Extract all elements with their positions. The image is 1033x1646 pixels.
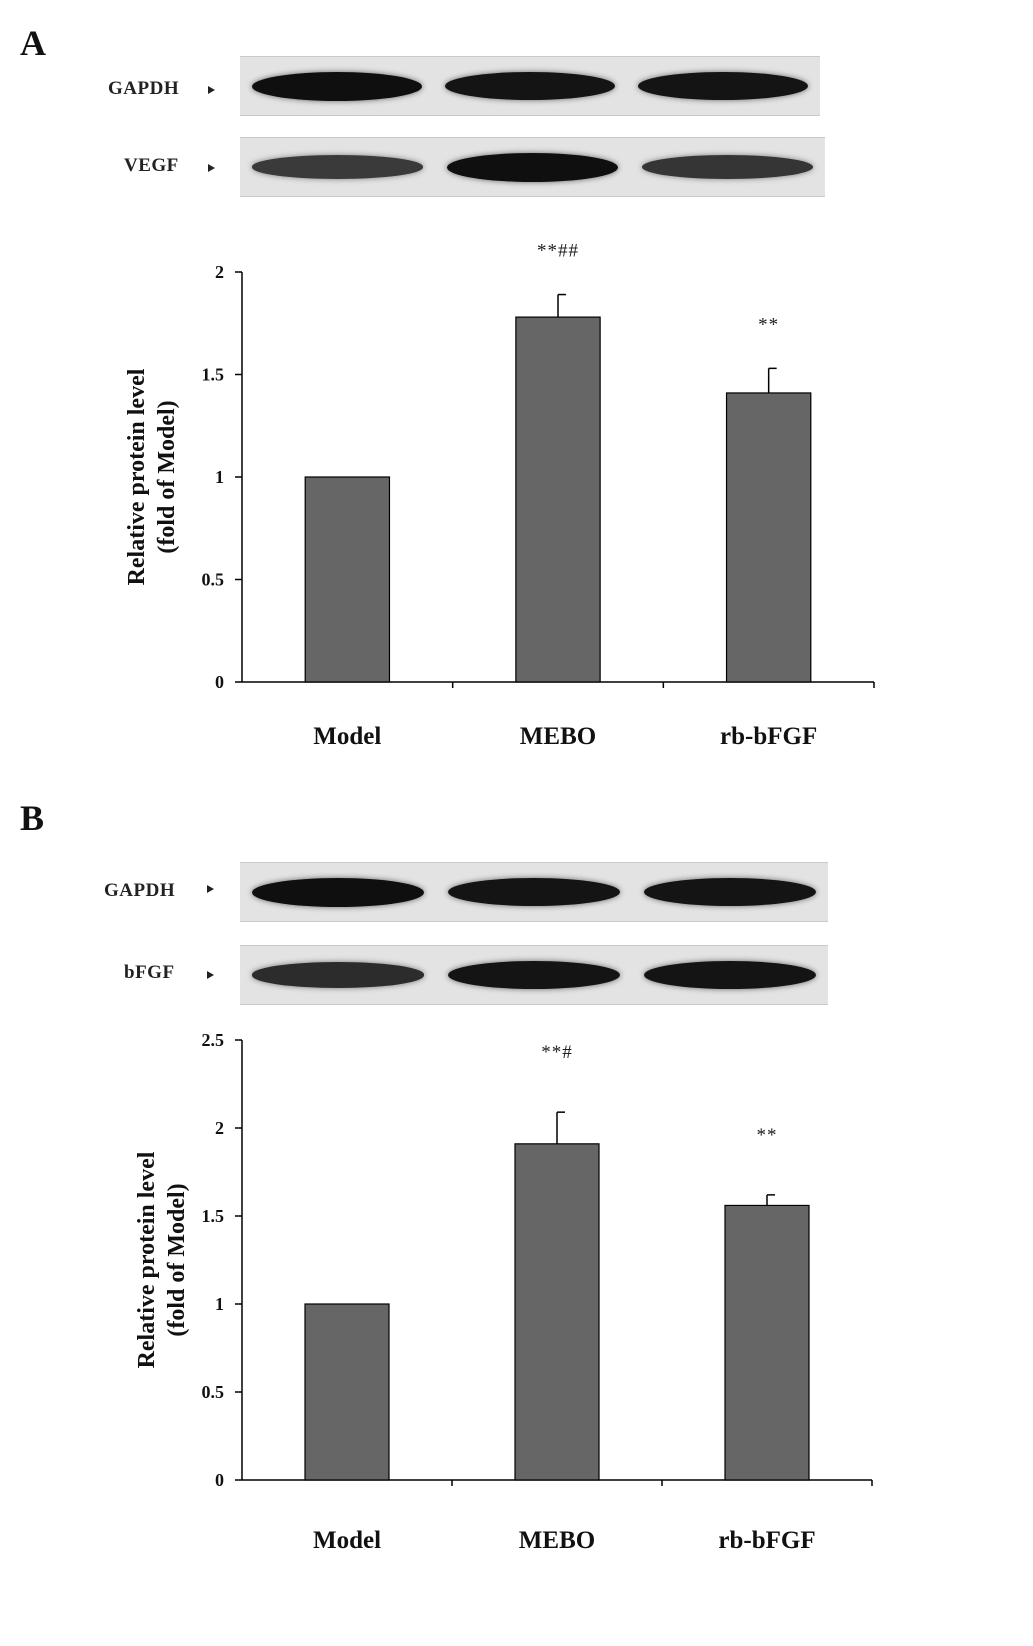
y-tick-label: 1.5 — [202, 365, 225, 385]
y-tick-label: 0 — [215, 672, 224, 692]
blot-band — [643, 960, 817, 990]
bar-mebo — [515, 316, 601, 683]
y-tick-label: 0.5 — [202, 1382, 225, 1402]
blot-band — [447, 960, 621, 990]
y-axis-label: (fold of Model) — [164, 1183, 190, 1336]
western-blot-bfgf — [240, 945, 828, 1005]
blot-band — [641, 155, 814, 179]
arrow-icon — [208, 164, 215, 172]
bar-model — [304, 476, 391, 683]
blot-band — [447, 877, 621, 907]
western-blot-vegf — [240, 137, 825, 197]
western-blot-gapdh — [240, 862, 828, 922]
arrow-icon — [207, 885, 214, 893]
y-tick-label: 1 — [215, 1294, 224, 1314]
significance-label: ** — [758, 314, 779, 335]
category-label: rb-bFGF — [718, 1527, 815, 1554]
blot-band — [446, 152, 619, 182]
blot-band — [638, 71, 809, 101]
category-label: MEBO — [519, 1527, 595, 1554]
blot-band — [251, 962, 425, 988]
category-label: Model — [313, 1527, 381, 1554]
blot-band — [444, 71, 616, 101]
blot-label-gapdh: GAPDH — [104, 880, 176, 901]
bar-rb-bfgf — [725, 392, 812, 683]
category-label: MEBO — [520, 723, 596, 750]
panel-a: A GAPDH VEGF 0 0.5 1 1.5 2 Model **## MEBO ** rb-… — [0, 0, 1033, 800]
y-tick-label: 1 — [215, 467, 224, 487]
arrow-icon — [208, 86, 215, 94]
y-axis-label: Relative protein level — [124, 368, 150, 585]
panel-b: B GAPDH bFGF 0 0.5 1 1.5 2 2.5 Model **# MEBO ** r… — [0, 798, 1033, 1646]
y-tick-label: 0.5 — [202, 570, 225, 590]
y-tick-label: 0 — [215, 1470, 224, 1490]
significance-label: ** — [757, 1125, 778, 1146]
bar-chart-b: 0 0.5 1 1.5 2 2.5 Model **# MEBO ** rb-bFGF Relativ… — [134, 1030, 873, 1554]
arrow-icon — [207, 971, 214, 979]
y-tick-label: 2 — [215, 262, 224, 282]
y-tick-label: 2.5 — [202, 1030, 225, 1050]
panel-letter: A — [20, 23, 46, 63]
bar-chart-a: 0 0.5 1 1.5 2 Model **## MEBO ** rb-bFGF Relative … — [124, 241, 875, 750]
blot-label-gapdh: GAPDH — [108, 78, 180, 99]
y-axis-label: (fold of Model) — [154, 400, 180, 553]
bar-mebo — [514, 1143, 600, 1481]
significance-label: **# — [541, 1042, 573, 1063]
blot-band — [643, 877, 817, 907]
blot-band — [251, 71, 422, 101]
category-label: rb-bFGF — [720, 723, 817, 750]
y-axis-label: Relative protein level — [134, 1151, 160, 1368]
category-label: Model — [313, 723, 381, 750]
blot-band — [251, 877, 425, 907]
panel-letter: B — [20, 798, 45, 838]
blot-band — [251, 155, 424, 179]
blot-label-vegf: VEGF — [124, 155, 179, 176]
blot-label-bfgf: bFGF — [124, 962, 175, 983]
bar-rb-bfgf — [724, 1204, 810, 1481]
bar-model — [304, 1303, 390, 1481]
y-tick-label: 1.5 — [202, 1206, 225, 1226]
western-blot-gapdh — [240, 56, 820, 116]
significance-label: **## — [537, 241, 579, 262]
y-tick-label: 2 — [215, 1118, 224, 1138]
